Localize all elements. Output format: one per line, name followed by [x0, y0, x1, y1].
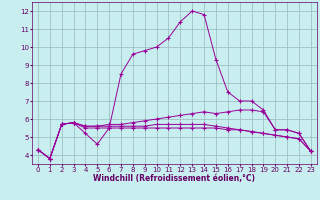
X-axis label: Windchill (Refroidissement éolien,°C): Windchill (Refroidissement éolien,°C)	[93, 174, 255, 183]
